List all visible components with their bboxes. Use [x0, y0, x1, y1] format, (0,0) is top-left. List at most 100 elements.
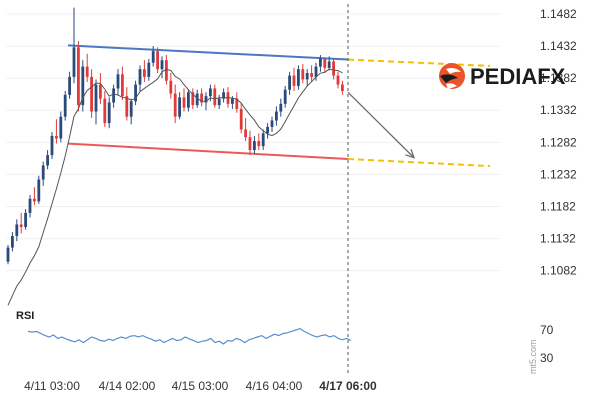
candle-body — [169, 80, 173, 94]
candle-body — [314, 66, 318, 77]
candle-body — [41, 165, 45, 180]
y-tick-label: 1.1482 — [540, 7, 577, 21]
forecast-arrow-line — [347, 91, 415, 159]
candle-body — [121, 74, 124, 97]
x-tick-label: 4/14 02:00 — [99, 379, 156, 393]
y-tick-label: 1.1182 — [540, 200, 576, 214]
candle-body — [319, 58, 322, 67]
candle-body — [85, 66, 89, 77]
candle-body — [160, 60, 164, 70]
y-tick-label: 1.1382 — [540, 71, 577, 85]
candle-body — [37, 179, 41, 202]
candle-body — [50, 135, 54, 156]
rsi-label: RSI — [16, 310, 34, 322]
candle-body — [15, 224, 19, 237]
candle-body — [116, 74, 120, 89]
rsi-panel: RSI 70 30 — [16, 310, 554, 365]
candle-body — [305, 73, 309, 80]
candle-body — [24, 212, 27, 228]
x-tick-label: 4/16 04:00 — [246, 379, 303, 393]
candle-body — [90, 76, 93, 112]
trendlines-layer — [67, 44, 491, 168]
candle-body — [182, 97, 186, 108]
candle-body — [138, 69, 142, 85]
candle-body — [222, 92, 225, 99]
y-tick-label: 1.1332 — [540, 103, 577, 117]
candle-body — [143, 69, 146, 77]
candle-body — [147, 62, 151, 77]
axes-layer: 1.1482 1.1432 1.1382 1.1332 1.1282 1.1232 1.11… — [24, 4, 577, 393]
y-tick-label: 1.1082 — [540, 264, 577, 278]
rsi-level-30-label: 30 — [540, 351, 554, 365]
forecast-arrow-head — [405, 149, 416, 159]
moving-average-line — [7, 68, 343, 306]
candle-body — [33, 198, 36, 202]
candles-layer — [6, 7, 344, 265]
x-tick-label: 4/11 03:00 — [24, 379, 80, 393]
candle-body — [244, 129, 247, 138]
candle-body — [231, 98, 234, 104]
candle-body — [107, 102, 111, 124]
candle-body — [187, 92, 190, 108]
candle-body — [270, 120, 274, 127]
candle-body — [283, 89, 287, 104]
candle-body — [55, 135, 58, 139]
candle-body — [323, 58, 327, 68]
candle-body — [288, 75, 291, 90]
candle-body — [204, 96, 208, 103]
candle-body — [112, 88, 115, 103]
candle-body — [261, 133, 265, 147]
candle-body — [19, 224, 23, 228]
candle-body — [6, 247, 10, 262]
candle-body — [191, 92, 195, 106]
logo-text: PEDIAFX — [470, 64, 566, 89]
candle-body — [292, 75, 296, 86]
candle-body — [297, 69, 300, 86]
candle-body — [327, 61, 331, 68]
x-tick-label: 4/15 03:00 — [172, 379, 229, 393]
support-projection-line — [347, 158, 491, 168]
candle-body — [125, 96, 129, 117]
brand-logo: PEDIAFX — [439, 63, 566, 89]
candle-body — [129, 101, 133, 117]
candle-body — [336, 75, 340, 85]
candle-body — [200, 93, 203, 103]
candle-body — [173, 93, 177, 117]
candle-body — [301, 69, 305, 80]
candle-body — [275, 111, 278, 121]
candle-body — [134, 84, 137, 102]
watermark-text: mt5.com — [528, 339, 538, 374]
candle-body — [72, 47, 76, 77]
candle-body — [103, 98, 107, 124]
rsi-line — [27, 327, 352, 345]
candle-body — [248, 137, 252, 151]
candle-body — [213, 88, 217, 106]
candle-body — [209, 88, 212, 97]
candle-body — [217, 98, 221, 106]
candle-body — [235, 98, 239, 109]
y-tick-label: 1.1432 — [540, 39, 577, 53]
candle-body — [94, 84, 98, 112]
candle-body — [99, 84, 102, 99]
candle-body — [59, 116, 63, 139]
candle-body — [239, 108, 243, 130]
candle-body — [77, 47, 80, 106]
candle-body — [68, 76, 71, 95]
candle-body — [253, 141, 256, 151]
rsi-level-70-label: 70 — [540, 323, 554, 337]
candle-body — [332, 61, 335, 76]
candle-body — [81, 66, 85, 106]
candle-body — [195, 93, 199, 106]
candle-body — [63, 94, 67, 117]
candle-body — [257, 141, 261, 147]
resistance-projection-line — [347, 58, 491, 67]
candle-body — [341, 84, 344, 91]
candle-body — [266, 126, 269, 134]
candle-body — [310, 73, 313, 77]
logo-mark-icon — [439, 63, 465, 89]
candle-body — [11, 236, 14, 248]
y-tick-label: 1.1232 — [540, 167, 577, 181]
candle-body — [279, 103, 283, 112]
